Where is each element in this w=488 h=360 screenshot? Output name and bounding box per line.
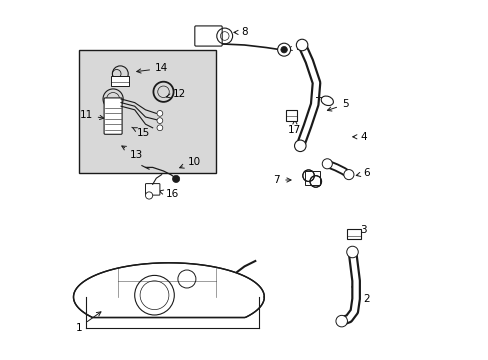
FancyBboxPatch shape bbox=[305, 171, 320, 185]
Polygon shape bbox=[73, 263, 264, 318]
Text: 3: 3 bbox=[356, 225, 366, 237]
Text: 1: 1 bbox=[76, 312, 101, 333]
Text: 15: 15 bbox=[132, 127, 150, 138]
Text: 17: 17 bbox=[288, 119, 301, 135]
Circle shape bbox=[157, 111, 163, 116]
Text: 14: 14 bbox=[137, 63, 168, 73]
Text: 2: 2 bbox=[351, 287, 369, 304]
FancyBboxPatch shape bbox=[346, 229, 360, 239]
Circle shape bbox=[335, 315, 347, 327]
Text: 16: 16 bbox=[159, 189, 179, 199]
FancyBboxPatch shape bbox=[111, 76, 129, 86]
FancyBboxPatch shape bbox=[79, 50, 215, 173]
Circle shape bbox=[346, 246, 358, 258]
Text: 10: 10 bbox=[179, 157, 200, 168]
Ellipse shape bbox=[321, 96, 333, 105]
Circle shape bbox=[157, 125, 163, 131]
Circle shape bbox=[145, 192, 152, 199]
Circle shape bbox=[172, 175, 179, 183]
Circle shape bbox=[296, 39, 307, 51]
Circle shape bbox=[343, 170, 353, 180]
Text: 5: 5 bbox=[326, 99, 348, 111]
Text: 12: 12 bbox=[166, 89, 186, 99]
Text: 4: 4 bbox=[352, 132, 366, 142]
FancyBboxPatch shape bbox=[194, 26, 222, 46]
Circle shape bbox=[294, 140, 305, 152]
Text: 13: 13 bbox=[122, 146, 143, 160]
Text: 8: 8 bbox=[233, 27, 247, 37]
Text: 7: 7 bbox=[273, 175, 290, 185]
Text: 6: 6 bbox=[356, 168, 369, 178]
Circle shape bbox=[322, 159, 332, 169]
Text: 9: 9 bbox=[287, 42, 301, 52]
Circle shape bbox=[277, 43, 290, 56]
Circle shape bbox=[280, 46, 287, 53]
FancyBboxPatch shape bbox=[104, 98, 122, 134]
FancyBboxPatch shape bbox=[285, 110, 297, 121]
Text: 11: 11 bbox=[80, 110, 103, 120]
FancyBboxPatch shape bbox=[145, 184, 160, 195]
Circle shape bbox=[157, 118, 163, 123]
